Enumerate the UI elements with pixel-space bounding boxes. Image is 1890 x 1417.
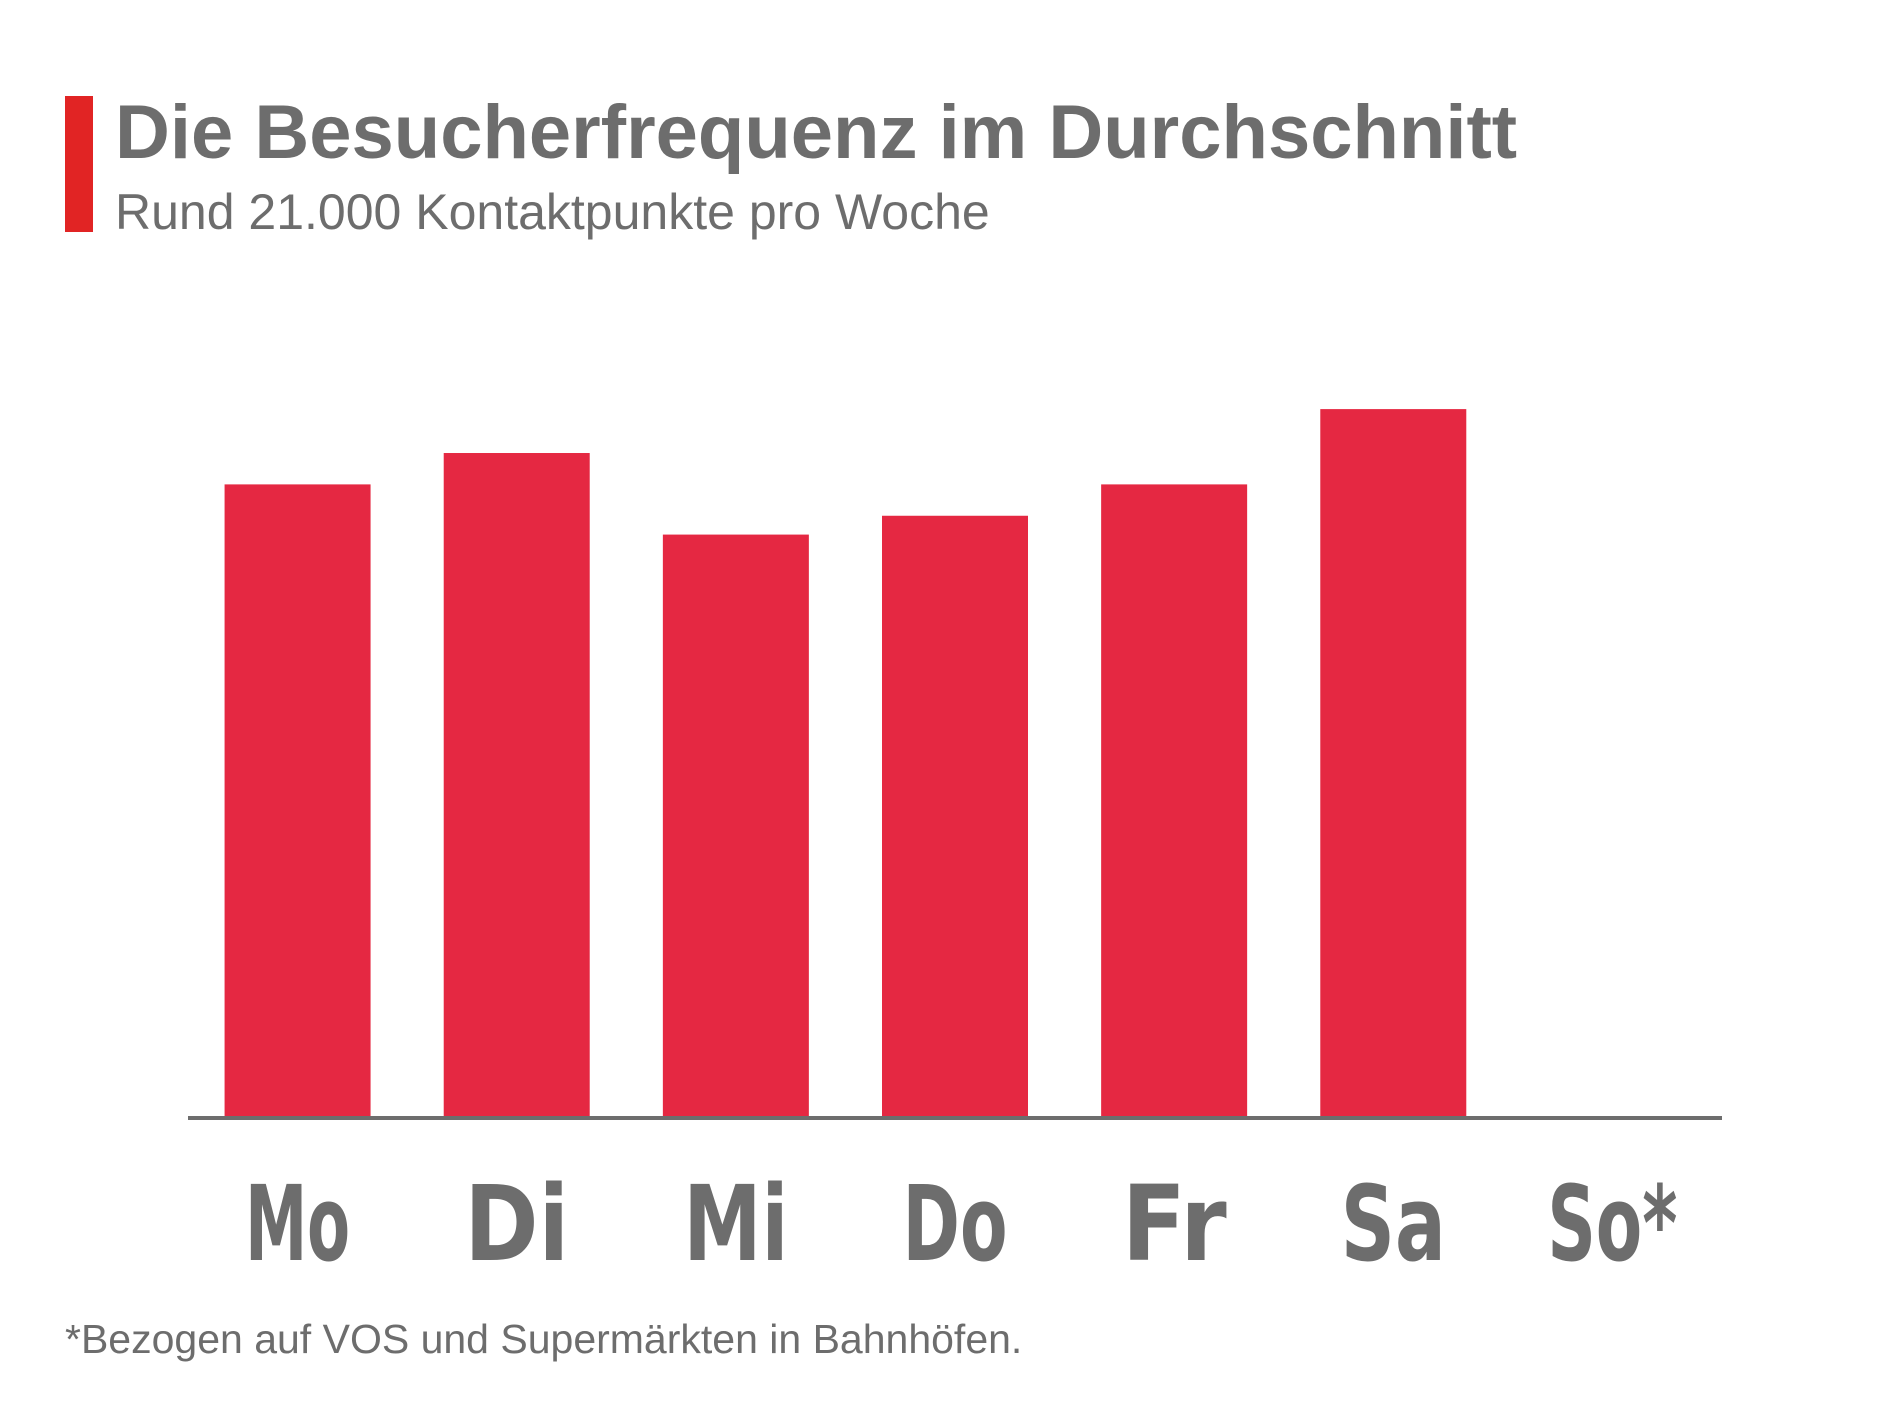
bar-fr xyxy=(1101,484,1248,1117)
bar-mi xyxy=(662,534,809,1116)
x-tick-label-fr: Fr xyxy=(1122,1163,1227,1285)
bar-sa xyxy=(1320,409,1467,1116)
x-axis-labels: Mo Di Mi Do Fr Sa So* xyxy=(245,1163,1677,1285)
bar-do xyxy=(882,515,1028,1116)
x-tick-label-sa: Sa xyxy=(1341,1163,1446,1285)
x-tick-label-di: Di xyxy=(464,1163,569,1285)
x-tick-label-do: Do xyxy=(903,1163,1008,1285)
chart-subtitle: Rund 21.000 Kontaktpunkte pro Woche xyxy=(115,184,990,240)
x-tick-label-mo: Mo xyxy=(245,1163,350,1285)
footnote: *Bezogen auf VOS und Supermärkten in Bah… xyxy=(65,1316,1023,1362)
bar-mo xyxy=(224,484,371,1117)
title-accent-bar xyxy=(65,96,93,232)
bar-group xyxy=(224,409,1467,1117)
x-tick-label-so: So* xyxy=(1547,1163,1677,1285)
bar-di xyxy=(443,453,590,1116)
x-tick-label-mi: Mi xyxy=(683,1163,788,1285)
chart-title: Die Besucherfrequenz im Durchschnitt xyxy=(115,90,1518,175)
